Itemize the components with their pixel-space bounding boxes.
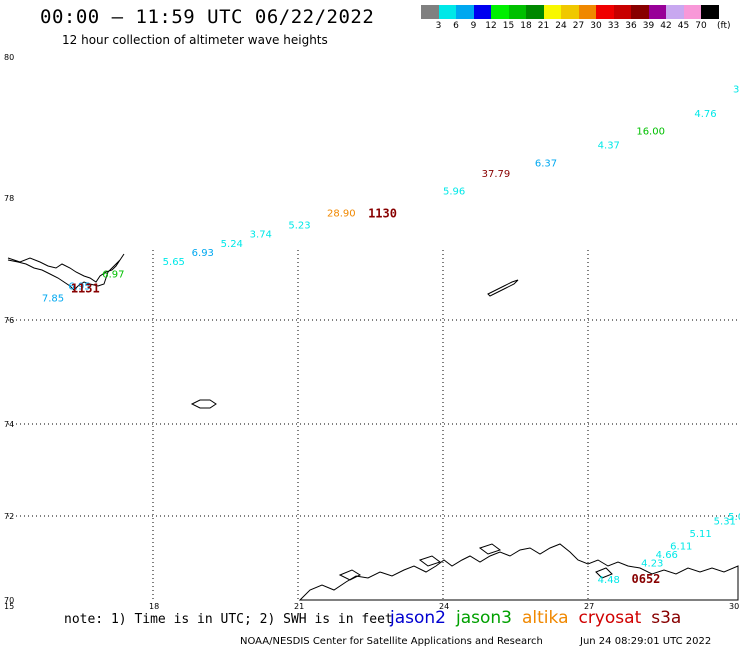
longitude-label: 30 (729, 602, 739, 611)
wave-height-label: 6.97 (102, 269, 124, 280)
scale-tick: 3 (435, 21, 442, 31)
norway-coast (298, 543, 739, 601)
scale-swatch: 18 (508, 5, 532, 31)
latitude-label: 78 (4, 194, 14, 203)
coastline (7, 253, 739, 601)
wave-height-label: 4.48 (598, 575, 620, 586)
generated-timestamp: Jun 24 08:29:01 UTC 2022 (580, 636, 712, 647)
wave-height-label: 5.31 (714, 516, 736, 527)
legend-cryosat: cryosat (578, 608, 642, 628)
longitude-label: 18 (149, 602, 159, 611)
scale-tick: 36 (625, 21, 637, 31)
pass-time-label: 1130 (368, 207, 397, 221)
legend-s3a: s3a (651, 608, 682, 628)
kong-karls-land (487, 279, 519, 297)
map-subtitle: 12 hour collection of altimeter wave hei… (62, 33, 328, 47)
scale-swatch: 3 (421, 5, 441, 31)
wave-height-label: 5.24 (221, 239, 243, 250)
wave-height-label: 5.65 (163, 257, 185, 268)
wave-height-label: 4.66 (656, 550, 678, 561)
legend-jason3: jason3 (456, 608, 512, 628)
scale-swatch: 15 (491, 5, 514, 31)
pass-time-label: 0652 (632, 572, 661, 586)
scale-swatch: 27 (561, 5, 584, 31)
bear-island (190, 399, 217, 409)
wave-height-label: 37.79 (482, 169, 511, 180)
scale-swatch: 12 (473, 5, 497, 31)
latitude-label: 72 (4, 512, 14, 521)
svalbard-coast (7, 253, 125, 291)
wave-height-label: 5.00 (728, 512, 740, 523)
credit-line: NOAA/NESDIS Center for Satellite Applica… (240, 636, 543, 647)
legend-altika: altika (522, 608, 569, 628)
wave-height-label: 3.74 (250, 230, 272, 241)
pass-time-label: 1131 (71, 282, 100, 296)
scale-tick: 30 (590, 21, 602, 31)
scale-swatch: 70 (683, 5, 707, 31)
wave-height-label: 4.37 (598, 141, 620, 152)
scale-tick: 33 (607, 21, 620, 31)
scale-tick: 12 (485, 21, 497, 31)
footnote: note: 1) Time is in UTC; 2) SWH is in fe… (64, 612, 393, 627)
wave-height-label: 16.00 (636, 127, 665, 138)
map-title: 00:00 – 11:59 UTC 06/22/2022 (40, 6, 375, 28)
scale-swatch: 33 (596, 5, 619, 31)
wave-height-label: 4.23 (641, 558, 663, 569)
longitude-label: 21 (294, 602, 304, 611)
wave-height-label: 6.11 (670, 542, 692, 553)
wave-height-label: 6.93 (192, 248, 214, 259)
scale-swatch: 39 (631, 5, 654, 31)
scale-tick: 18 (520, 21, 532, 31)
scale-tick: 39 (642, 21, 655, 31)
latitude-label: 70 (4, 596, 14, 605)
scale-unit: (ft) (717, 21, 731, 31)
scale-tick: 6 (453, 21, 459, 31)
scale-tick: 42 (660, 21, 672, 31)
latitude-label: 76 (4, 316, 14, 325)
longitude-label: 15 (4, 602, 14, 611)
scale-swatch: 45 (666, 5, 689, 31)
wave-height-label: 5.11 (690, 529, 712, 540)
wave-height-label: 28.90 (327, 208, 356, 219)
scale-tick: 70 (695, 21, 707, 31)
scale-swatch: 36 (613, 5, 637, 31)
wave-height-label: 7.85 (42, 294, 64, 305)
wave-height-label: 5.96 (443, 186, 465, 197)
longitude-label: 24 (439, 602, 449, 611)
scale-tick: 21 (537, 21, 550, 31)
latitude-labels: 80 78 76 74 72 70 (4, 53, 14, 605)
scale-swatch: 30 (578, 5, 602, 31)
scale-tick: 45 (677, 21, 690, 31)
scale-tick: 27 (572, 21, 585, 31)
observations-layer: 5.65 6.93 5.24 3.74 5.23 28.90 5.96 37.79 6.37 4.… (42, 84, 740, 586)
graticule (8, 250, 738, 600)
scale-swatch: 9 (456, 5, 476, 31)
scale-swatch (701, 5, 719, 19)
time-labels-layer: 1130 1131 0652 (71, 207, 661, 587)
wave-height-label: 3. (733, 84, 740, 95)
wave-height-label: 4.76 (694, 109, 716, 120)
scale-tick: 15 (502, 21, 515, 31)
norway-islands (338, 543, 613, 581)
latitude-label: 74 (4, 420, 14, 429)
satellite-legend: jason2 jason3 altika cryosat s3a (390, 608, 681, 628)
scale-swatch: 6 (438, 5, 459, 31)
scale-tick: 24 (555, 21, 567, 31)
longitude-labels: 15 18 21 24 27 30 (4, 602, 739, 611)
wave-height-label: 6.95 (68, 282, 90, 293)
wave-height-label: 5.23 (288, 221, 310, 232)
color-scale-bar: 3 6 9 12 15 18 21 24 27 30 33 36 39 42 45 70 (421, 5, 719, 31)
scale-swatch: 21 (526, 5, 549, 31)
wave-height-label: 6.37 (535, 158, 557, 169)
longitude-label: 27 (584, 602, 594, 611)
legend-jason2: jason2 (390, 608, 446, 628)
scale-swatch: 24 (543, 5, 567, 31)
scale-swatch: 42 (648, 5, 672, 31)
scale-tick: 9 (470, 21, 477, 31)
latitude-label: 80 (4, 53, 14, 62)
